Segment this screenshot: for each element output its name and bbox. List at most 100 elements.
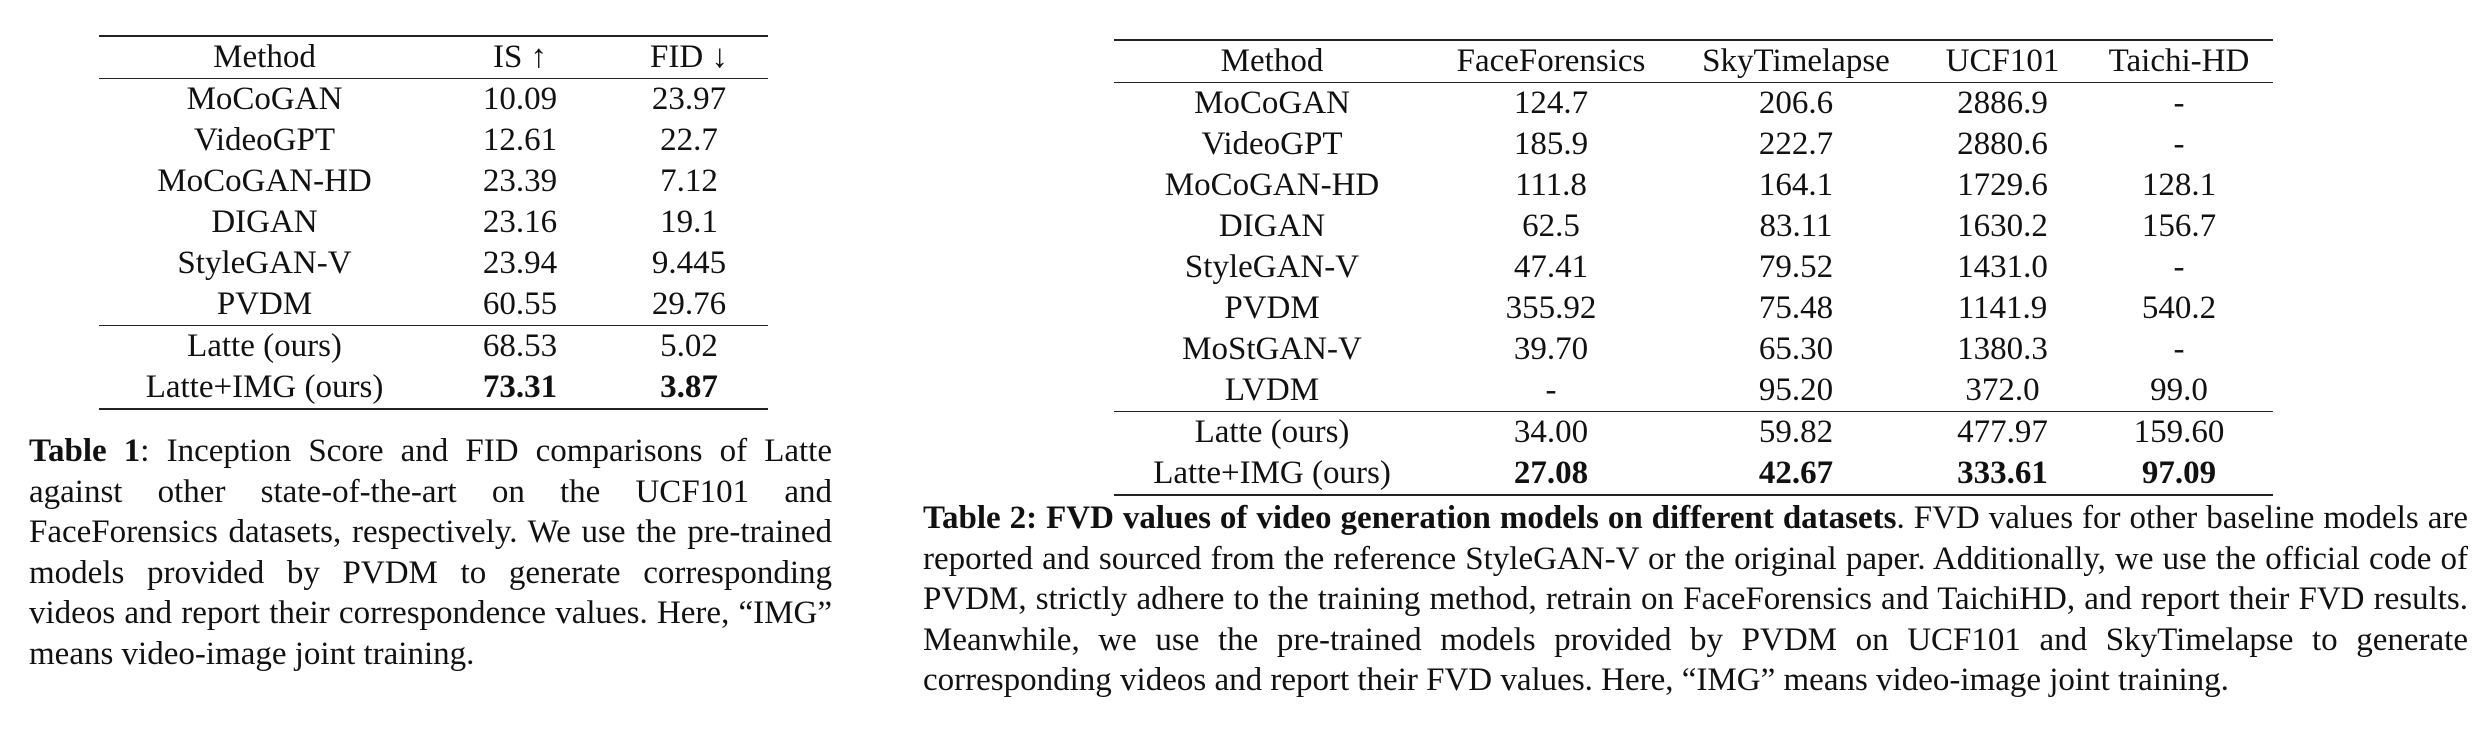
table-cell: 477.97: [1957, 414, 2048, 450]
table-row: Latte+IMG (ours) 27.08 42.67 333.61 97.09: [1114, 453, 2273, 494]
table-2: Method FaceForensics SkyTimelapse UCF101 Tai…: [1114, 39, 2273, 496]
table-cell: 2880.6: [1957, 126, 2048, 162]
table-cell: -: [2173, 85, 2185, 121]
table-cell: DIGAN: [211, 204, 318, 240]
table-cell: 62.5: [1522, 208, 1580, 244]
table-cell: 9.445: [651, 245, 727, 281]
table-cell: 29.76: [651, 286, 727, 322]
table-cell: 79.52: [1758, 249, 1834, 285]
table-cell: 23.97: [651, 81, 727, 117]
table-row: PVDM 60.55 29.76: [99, 284, 768, 325]
table-row: Latte (ours) 68.53 5.02: [99, 326, 768, 367]
table-cell: 222.7: [1758, 126, 1834, 162]
table-cell: StyleGAN-V: [1184, 249, 1360, 285]
table-cell: 164.1: [1758, 167, 1834, 203]
table-cell: 42.67: [1758, 455, 1834, 491]
table-2-caption: Table 2: FVD values of video generation …: [923, 498, 2468, 701]
row-group: Latte (ours) 34.00 59.82 477.97 159.60 Latte+…: [1114, 411, 2273, 494]
header-cell: Method: [213, 39, 316, 75]
table-cell: 1141.9: [1957, 290, 2048, 326]
table-cell: Latte+IMG (ours): [1153, 455, 1391, 491]
table-cell: 206.6: [1758, 85, 1834, 121]
table-cell: 355.92: [1505, 290, 1597, 326]
table-cell: 19.1: [660, 204, 718, 240]
table-cell: 1729.6: [1957, 167, 2048, 203]
table-cell: MoCoGAN: [186, 81, 343, 117]
table-cell: 73.31: [482, 369, 558, 405]
caption-label: Table 2: [923, 500, 1027, 536]
table-row: DIGAN 62.5 83.11 1630.2 156.7: [1114, 206, 2273, 247]
caption-text: . FVD values for other baseline models a…: [923, 500, 2468, 699]
table-row: Latte (ours) 34.00 59.82 477.97 159.60: [1114, 412, 2273, 453]
table-cell: 10.09: [482, 81, 558, 117]
caption-title: : FVD values of video generation models …: [1026, 500, 1897, 536]
table-cell: 7.12: [660, 163, 718, 199]
table-row: MoCoGAN 124.7 206.6 2886.9 -: [1114, 83, 2273, 124]
table-row: VideoGPT 12.61 22.7: [99, 120, 768, 161]
header-cell: Taichi-HD: [2108, 43, 2250, 79]
table-row: MoStGAN-V 39.70 65.30 1380.3 -: [1114, 329, 2273, 370]
table-cell: VideoGPT: [1201, 126, 1343, 162]
table-cell: 159.60: [2133, 414, 2225, 450]
table-cell: -: [1545, 372, 1557, 408]
row-group: MoCoGAN 10.09 23.97 VideoGPT 12.61 22.7 MoCoGA…: [99, 79, 768, 325]
table-cell: 83.11: [1759, 208, 1833, 244]
table-cell: 12.61: [482, 122, 558, 158]
table-cell: 39.70: [1513, 331, 1589, 367]
table-cell: 75.48: [1758, 290, 1834, 326]
header-cell: Method: [1220, 43, 1324, 79]
header-cell: FaceForensics: [1456, 43, 1646, 79]
table-cell: 68.53: [482, 328, 558, 364]
table-cell: LVDM: [1224, 372, 1320, 408]
table-cell: 47.41: [1513, 249, 1589, 285]
table-cell: 128.1: [2141, 167, 2217, 203]
header-cell: IS ↑: [492, 39, 548, 75]
table-cell: StyleGAN-V: [177, 245, 352, 281]
table-cell: PVDM: [216, 286, 313, 322]
header-row: Method IS ↑ FID ↓: [99, 37, 768, 79]
table-cell: 372.0: [1965, 372, 2040, 408]
table-cell: 22.7: [660, 122, 718, 158]
table-cell: MoCoGAN-HD: [1164, 167, 1380, 203]
table-cell: 111.8: [1515, 167, 1587, 203]
table-cell: -: [2173, 331, 2185, 367]
table-row: DIGAN 23.16 19.1: [99, 202, 768, 243]
header-cell: SkyTimelapse: [1702, 43, 1890, 79]
table-cell: 124.7: [1513, 85, 1589, 121]
table-cell: 185.9: [1513, 126, 1589, 162]
table-cell: Latte (ours): [187, 328, 342, 364]
table-cell: MoCoGAN-HD: [157, 163, 372, 199]
table-row: StyleGAN-V 47.41 79.52 1431.0 -: [1114, 247, 2273, 288]
table-cell: 60.55: [482, 286, 558, 322]
table-cell: PVDM: [1224, 290, 1320, 326]
table-cell: 1431.0: [1957, 249, 2048, 285]
table-cell: 95.20: [1758, 372, 1834, 408]
table-cell: 156.7: [2141, 208, 2217, 244]
table-row: Latte+IMG (ours) 73.31 3.87: [99, 367, 768, 408]
table-cell: 65.30: [1758, 331, 1834, 367]
header-cell: UCF101: [1945, 43, 2060, 79]
table-row: StyleGAN-V 23.94 9.445: [99, 243, 768, 284]
table-cell: 1380.3: [1957, 331, 2048, 367]
table-cell: 2886.9: [1957, 85, 2048, 121]
table-cell: 27.08: [1513, 455, 1589, 491]
table-cell: 23.39: [482, 163, 558, 199]
table-cell: 99.0: [2150, 372, 2208, 408]
table-cell: 5.02: [660, 328, 718, 364]
table-cell: 3.87: [660, 369, 718, 405]
row-group: MoCoGAN 124.7 206.6 2886.9 - VideoGPT 185.9 222…: [1114, 83, 2273, 411]
table-1-caption: Table 1: Inception Score and FID compari…: [29, 431, 832, 675]
table-cell: VideoGPT: [193, 122, 335, 158]
table-cell: Latte (ours): [1194, 414, 1350, 450]
table-cell: 59.82: [1758, 414, 1834, 450]
table-row: PVDM 355.92 75.48 1141.9 540.2: [1114, 288, 2273, 329]
caption-label: Table 1: [29, 433, 141, 469]
table-cell: -: [2173, 126, 2185, 162]
table-cell: DIGAN: [1218, 208, 1326, 244]
table-row: LVDM - 95.20 372.0 99.0: [1114, 370, 2273, 411]
table-row: VideoGPT 185.9 222.7 2880.6 -: [1114, 124, 2273, 165]
table-cell: -: [2173, 249, 2185, 285]
table-cell: 34.00: [1513, 414, 1589, 450]
table-cell: MoCoGAN: [1194, 85, 1350, 121]
